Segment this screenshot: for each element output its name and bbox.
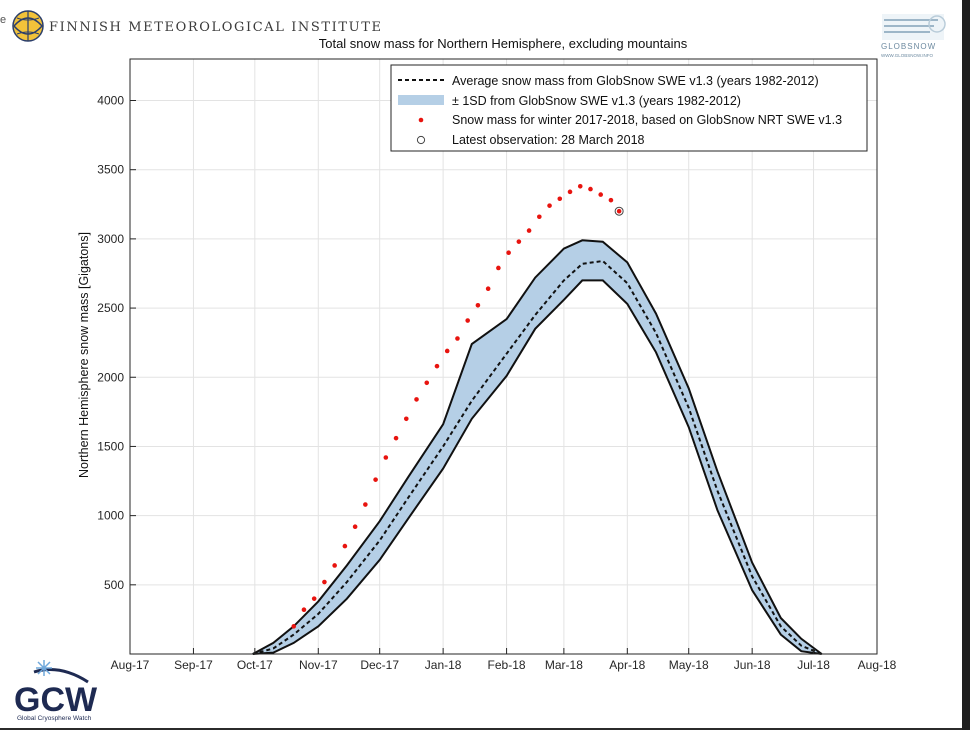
observation-point: [475, 303, 481, 308]
observation-point: [537, 214, 542, 220]
observation-point: [291, 624, 297, 629]
legend-band-marker: [398, 95, 444, 105]
sd-band: [252, 239, 823, 655]
y-tick-label: 1000: [97, 509, 124, 523]
observation-point: [465, 318, 470, 323]
legend-item-mean: Average snow mass from GlobSnow SWE v1.3…: [452, 74, 819, 88]
observation-point: [598, 192, 604, 197]
observation-point: [363, 502, 368, 507]
observation-point: [373, 477, 378, 482]
x-tick-label: Jun-18: [734, 658, 771, 672]
observation-point: [577, 184, 583, 189]
legend-latest-marker: [416, 135, 426, 145]
observation-point: [342, 543, 348, 549]
window-edge: [962, 0, 970, 730]
y-tick-label: 2000: [97, 370, 124, 384]
observation-point: [322, 579, 327, 585]
observation-point: [506, 250, 511, 256]
gcw-text: GCW: [14, 681, 98, 719]
observation-point: [444, 348, 450, 354]
x-tick-label: Jan-18: [425, 658, 462, 672]
observation-point: [393, 435, 399, 441]
x-tick-label: Nov-17: [299, 658, 338, 672]
observation-point: [588, 186, 593, 192]
x-tick-label: Feb-18: [488, 658, 526, 672]
x-tick-label: Aug-18: [858, 658, 897, 672]
x-tick-label: Mar-18: [545, 658, 583, 672]
observation-point: [547, 203, 552, 208]
legend-item-band: ± 1SD from GlobSnow SWE v1.3 (years 1982…: [452, 94, 741, 108]
plot-border: [129, 58, 878, 655]
chart-title: Total snow mass for Northern Hemisphere,…: [319, 36, 688, 51]
observation-point: [352, 524, 358, 529]
x-tick-label: Jul-18: [797, 658, 830, 672]
observation-points: [291, 184, 624, 629]
observation-point: [311, 596, 317, 601]
legend-box: [390, 64, 868, 152]
y-axis: 500 1000 1500 2000 2500 3000 3500 4000: [97, 94, 136, 592]
latest-observation-marker: [614, 206, 624, 216]
observation-point: [332, 563, 337, 568]
y-axis-label: Northern Hemisphere snow mass [Gigatons]: [77, 232, 91, 478]
fmi-globe-logo: [12, 10, 44, 42]
y-tick-label: 3000: [97, 232, 124, 246]
observation-point: [526, 228, 532, 233]
sd-band-lower-line: [252, 279, 822, 655]
x-axis: Aug-17 Sep-17 Oct-17 Nov-17 Dec-17 Jan-18 Feb-…: [111, 648, 897, 672]
observation-point: [608, 197, 614, 203]
gcw-logo: GCW Global Cryosphere Watch: [14, 660, 98, 722]
observation-point: [496, 265, 501, 271]
organization-name: FINNISH METEOROLOGICAL INSTITUTE: [49, 20, 383, 35]
x-tick-label: Oct-17: [237, 658, 273, 672]
observation-point: [403, 416, 409, 422]
observation-point: [383, 455, 389, 460]
left-edge-text: e: [0, 14, 7, 26]
x-tick-label: Apr-18: [609, 658, 645, 672]
observation-point: [414, 397, 419, 402]
observation-point: [485, 286, 491, 291]
observation-point: [557, 196, 563, 202]
observation-point: [616, 208, 622, 214]
y-tick-label: 500: [104, 578, 124, 592]
globsnow-text: GLOBSNOW: [881, 42, 936, 51]
x-tick-label: Dec-17: [360, 658, 399, 672]
x-tick-label: Sep-17: [174, 658, 213, 672]
observation-point: [301, 607, 307, 613]
y-tick-label: 4000: [97, 94, 124, 108]
observation-point: [424, 380, 430, 386]
x-tick-label: Aug-17: [111, 658, 150, 672]
observation-point: [434, 363, 440, 369]
mean-line: [252, 259, 823, 655]
sd-band-upper-line: [252, 239, 823, 655]
y-tick-label: 3500: [97, 163, 124, 177]
globsnow-logo: GLOBSNOW WWW.GLOBSNOW.INFO: [881, 14, 946, 58]
sd-band-fill: [252, 240, 822, 655]
globsnow-url: WWW.GLOBSNOW.INFO: [881, 53, 933, 58]
observation-point: [455, 336, 460, 341]
y-tick-label: 2500: [97, 301, 124, 315]
series-lines: [252, 259, 823, 655]
observation-point: [567, 189, 573, 195]
gcw-subtitle: Global Cryosphere Watch: [17, 715, 92, 722]
legend-item-latest: Latest observation: 28 March 2018: [452, 133, 645, 147]
legend-points-marker: [418, 117, 424, 123]
legend: Average snow mass from GlobSnow SWE v1.3…: [390, 64, 868, 152]
observation-point: [516, 239, 522, 244]
x-tick-label: May-18: [669, 658, 709, 672]
y-tick-label: 1500: [97, 439, 124, 453]
legend-item-points: Snow mass for winter 2017-2018, based on…: [452, 113, 842, 127]
